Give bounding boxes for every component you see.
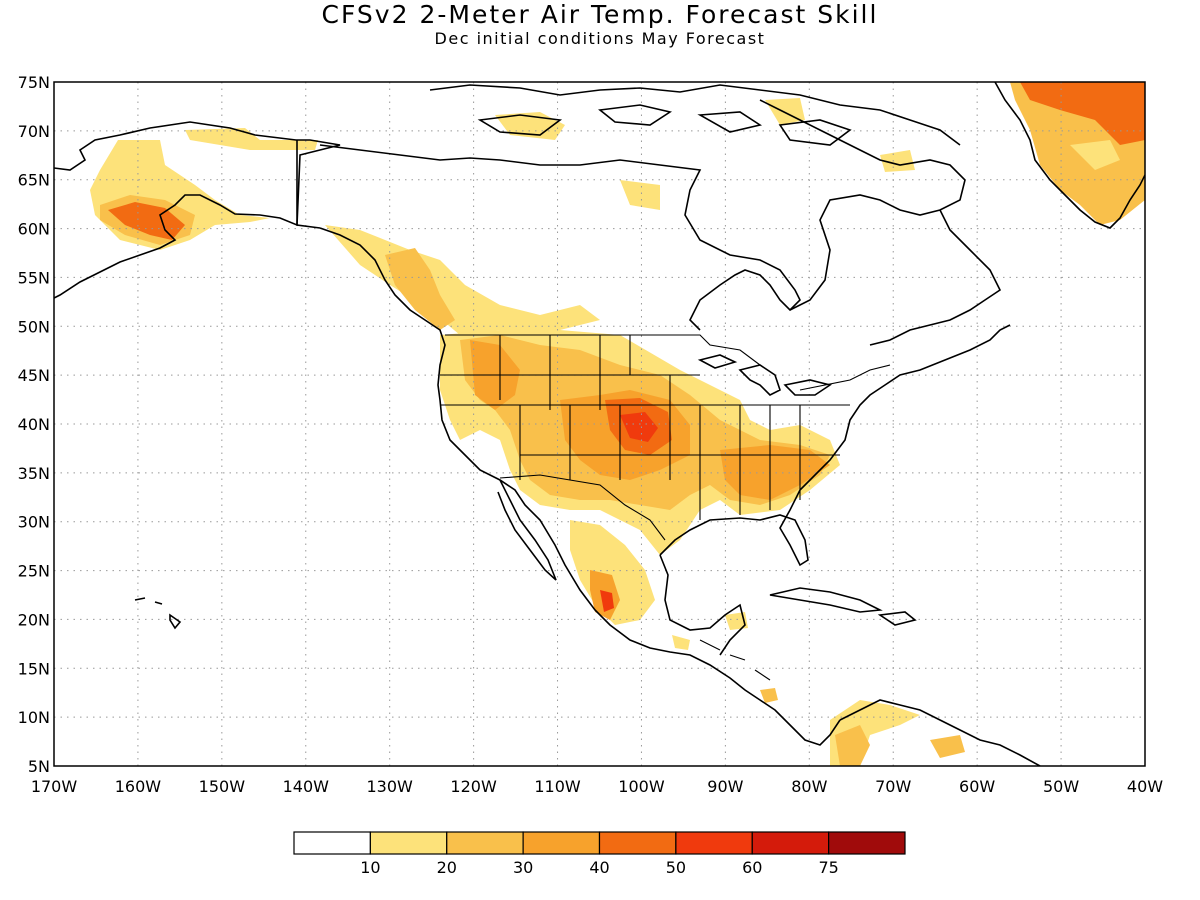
border-us-mexico [499,474,666,541]
colorbar-swatch [598,831,677,855]
latitude-label: 15N [18,659,50,678]
border-alaska-canada [296,140,321,229]
colorbar-label: 60 [742,858,762,877]
shade-arctic-strip [185,128,318,150]
latitude-label: 35N [18,464,50,483]
latitude-label: 20N [18,610,50,629]
longitude-label: 50W [1043,777,1079,796]
longitude-label: 140W [283,777,330,796]
colorbar-label: 20 [437,858,457,877]
coast-arctic-islands [429,84,961,146]
border-central-america [699,639,771,681]
colorbar-swatch [675,831,753,855]
shade-southeast [720,445,830,500]
shade-quebec [880,150,915,172]
shade-plains-peak [620,412,658,442]
coast-cuba [769,587,883,613]
shade-greenland-2 [1020,82,1145,145]
coast-hawaii [134,597,182,630]
colorbar: 10 20 30 40 50 60 75 [293,831,906,877]
coastlines [54,82,1145,766]
shade-mexico [570,520,655,625]
colorbar-label: 10 [360,858,380,877]
coast-baja [497,479,557,581]
longitude-label: 60W [959,777,995,796]
colorbar-swatch [751,831,830,855]
shade-venezuela [930,735,965,758]
longitude-label: 70W [875,777,911,796]
coast-greenland [994,82,1145,229]
coast-canada-north [319,144,801,331]
shade-nunavut [620,180,660,210]
latitude-label: 5N [28,757,50,776]
colorbar-swatch [828,831,906,855]
colorbar-swatch [293,831,371,855]
colorbar-label: 75 [818,858,838,877]
map-title: CFSv2 2-Meter Air Temp. Forecast Skill [321,0,879,29]
longitude-label: 100W [618,777,665,796]
latitude-label: 50N [18,317,50,336]
colorbar-label: 30 [513,858,533,877]
coast-pacific [319,227,841,746]
colorbar-swatch [522,831,601,855]
shade-bc-2 [385,248,455,330]
shade-panama [760,688,778,703]
latitude-labels: 75N 70N 65N 60N 55N 50N 45N 40N 35N 30N 25N 20N 15N 1… [18,73,50,776]
map-subtitle: Dec initial conditions May Forecast [434,29,766,48]
longitude-label: 130W [367,777,414,796]
political-borders [440,334,891,681]
longitude-label: 110W [534,777,581,796]
longitude-label: 150W [199,777,246,796]
shade-bc [325,225,600,335]
coast-hispaniola [877,611,917,626]
longitude-label: 90W [707,777,743,796]
shade-colombia-2 [835,725,870,766]
shade-mexico-3 [600,590,614,612]
colorbar-label: 40 [589,858,609,877]
coast-hudson-east [759,99,966,311]
coast-labrador [869,209,1002,346]
colorbar-swatch [369,831,448,855]
latitude-label: 30N [18,513,50,532]
coast-gulf-mexico [659,554,746,656]
longitude-label: 40W [1127,777,1163,796]
coast-gulf [839,699,1041,766]
coast-great-lakes [697,354,832,396]
latitude-label: 25N [18,562,50,581]
border-states [440,335,850,520]
latitude-label: 45N [18,366,50,385]
skill-shading [90,82,1145,766]
border-us-canada [445,334,891,391]
shade-baffin [765,98,805,125]
colorbar-swatch [446,831,524,855]
longitude-label: 120W [450,777,497,796]
latitude-label: 55N [18,268,50,287]
shade-central-am [672,635,690,650]
longitude-label: 160W [115,777,162,796]
latitude-label: 70N [18,122,50,141]
longitude-label: 170W [31,777,78,796]
shade-greenland-3 [1070,140,1120,170]
latitude-label: 10N [18,708,50,727]
latitude-label: 40N [18,415,50,434]
longitude-label: 80W [791,777,827,796]
colorbar-label: 50 [666,858,686,877]
latitude-label: 75N [18,73,50,92]
longitude-labels: 170W 160W 150W 140W 130W 120W 110W 100W 90W 80W 70… [31,777,1163,796]
coast-alaska [54,121,341,299]
latitude-label: 60N [18,220,50,239]
plot-frame [53,81,1146,767]
latitude-label: 65N [18,171,50,190]
